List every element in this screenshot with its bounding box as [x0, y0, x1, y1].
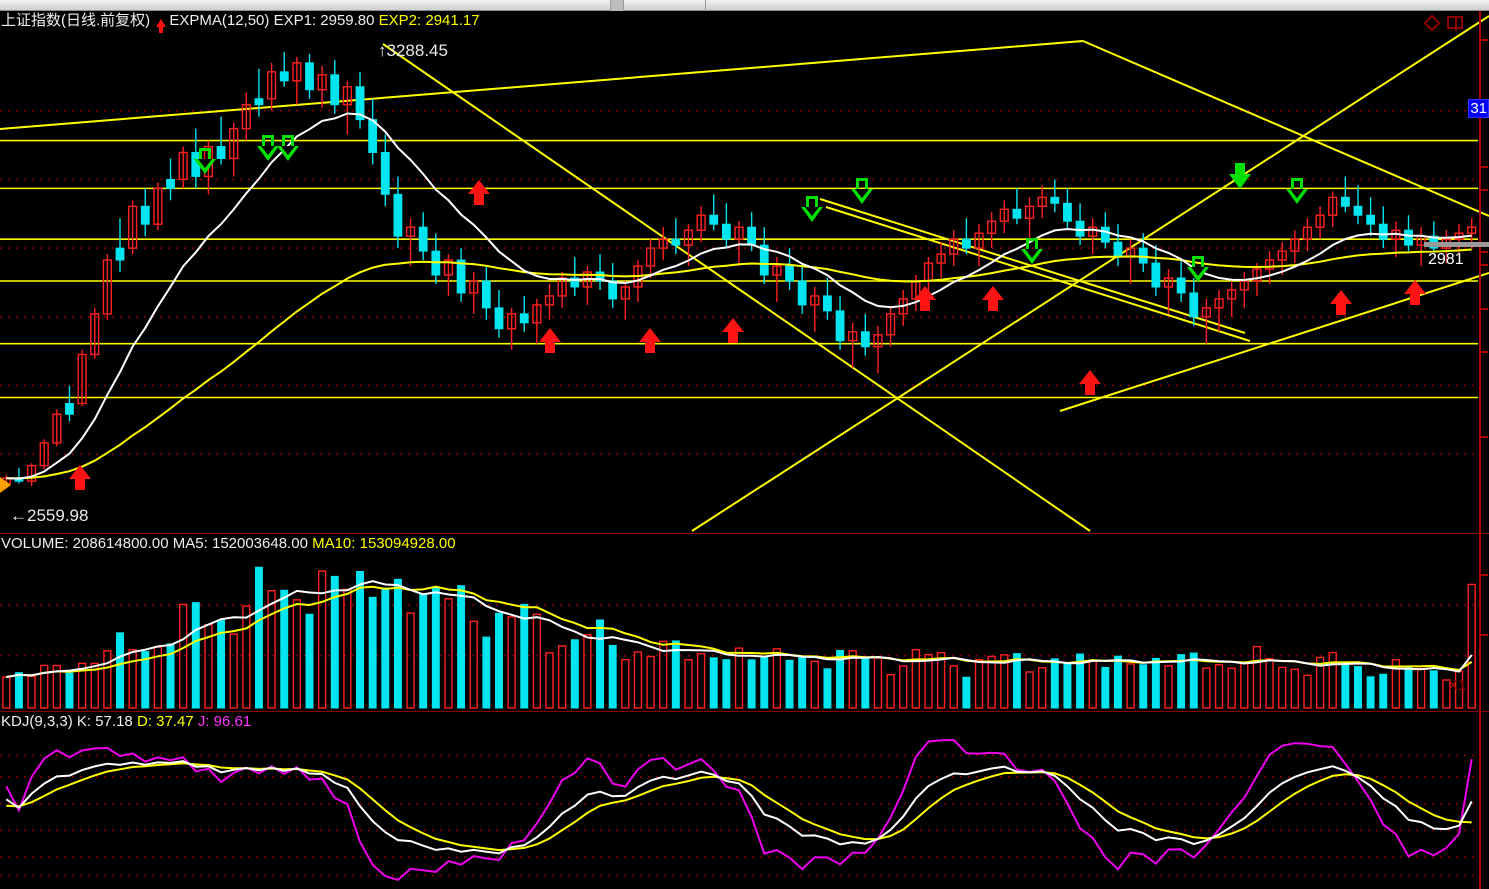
- low-price-annotation: ←2559.98: [10, 506, 89, 525]
- toolbar-separator: [610, 0, 611, 11]
- diamond-icon[interactable]: [1423, 14, 1441, 32]
- high-price-annotation: ↑3288.45: [378, 41, 448, 60]
- kdj-plot-canvas[interactable]: [0, 712, 1489, 889]
- volume-plot-canvas[interactable]: [0, 534, 1489, 711]
- buy-signal-marker: [639, 328, 661, 354]
- buy-signal-marker: [539, 328, 561, 354]
- toolbar-separator: [705, 0, 706, 11]
- price-legend: 上证指数(日线.前复权) EXPMA(12,50) EXP1: 2959.80 …: [1, 12, 480, 33]
- sell-signal-marker: [257, 135, 279, 161]
- price-chart-panel[interactable]: 上证指数(日线.前复权) EXPMA(12,50) EXP1: 2959.80 …: [0, 11, 1489, 533]
- sell-signal-marker: [277, 135, 299, 161]
- volume-chart-panel[interactable]: VOLUME: 208614800.00 MA5: 152003648.00 M…: [0, 533, 1489, 711]
- kdj-legend: KDJ(9,3,3) K: 57.18 D: 37.47 J: 96.61: [1, 713, 251, 730]
- volume-value: VOLUME: 208614800.00: [1, 535, 169, 552]
- trend-up-arrow-icon: [156, 19, 167, 33]
- buy-signal-marker: [982, 286, 1004, 312]
- current-price-bar: [1424, 242, 1489, 247]
- kdj-j-value: J: 96.61: [197, 713, 252, 730]
- toolbar-button-slot[interactable]: [611, 0, 623, 11]
- app-toolbar[interactable]: [0, 0, 1489, 11]
- volume-ma10-value: MA10: 153094928.00: [312, 535, 456, 552]
- left-edge-marker-icon: [0, 477, 11, 493]
- buy-signal-marker: [914, 286, 936, 312]
- buy-signal-marker: [468, 180, 490, 206]
- window-icon[interactable]: [1447, 16, 1463, 32]
- kdj-chart-panel[interactable]: KDJ(9,3,3) K: 57.18 D: 37.47 J: 96.61: [0, 711, 1489, 889]
- volume-axis-tag: X1: [1448, 677, 1467, 694]
- sell-signal-marker: [194, 148, 216, 174]
- volume-ma5-value: MA5: 152003648.00: [172, 535, 308, 552]
- current-price-tag: 2981: [1428, 251, 1464, 268]
- price-title: 上证指数(日线.前复权): [1, 12, 151, 29]
- kdj-k-value: K: 57.18: [76, 713, 133, 730]
- panel-corner-icons[interactable]: [1423, 14, 1463, 32]
- indicator-name: EXPMA(12,50): [169, 12, 270, 29]
- sell-signal-marker: [801, 196, 823, 222]
- buy-signal-marker: [1079, 370, 1101, 396]
- exp1-value: EXP1: 2959.80: [273, 12, 375, 29]
- kdj-d-value: D: 37.47: [136, 713, 194, 730]
- axis-price-highlight-label[interactable]: 31: [1468, 99, 1489, 118]
- buy-signal-marker: [1404, 280, 1426, 306]
- sell-signal-marker: [1229, 163, 1251, 189]
- sell-signal-marker: [1286, 178, 1308, 204]
- buy-signal-marker: [722, 318, 744, 344]
- exp2-value: EXP2: 2941.17: [378, 12, 480, 29]
- kdj-name: KDJ(9,3,3): [1, 713, 73, 730]
- toolbar-separator: [623, 0, 624, 11]
- price-plot-canvas[interactable]: [0, 11, 1489, 533]
- high-price-value: 3288.45: [386, 41, 448, 60]
- buy-signal-marker: [1330, 290, 1352, 316]
- volume-axis-right[interactable]: [1479, 534, 1489, 711]
- kdj-axis-right[interactable]: [1479, 712, 1489, 889]
- sell-signal-marker: [1021, 238, 1043, 264]
- sell-signal-marker: [1187, 256, 1209, 282]
- price-axis-right[interactable]: [1479, 11, 1489, 533]
- buy-signal-marker: [69, 465, 91, 491]
- volume-legend: VOLUME: 208614800.00 MA5: 152003648.00 M…: [1, 535, 456, 552]
- low-price-value: 2559.98: [27, 506, 89, 525]
- sell-signal-marker: [851, 178, 873, 204]
